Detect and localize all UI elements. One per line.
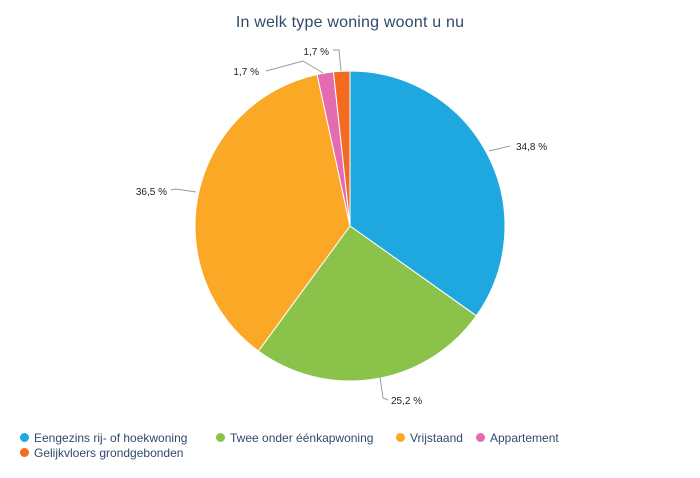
pie-slices — [194, 70, 506, 382]
pie-slice-vrijstaand[interactable] — [194, 73, 351, 352]
pie-slice-twee-onder-een-kap[interactable] — [257, 225, 478, 382]
legend-marker — [20, 448, 29, 457]
chart-legend: Eengezins rij- of hoekwoning Twee onder … — [20, 430, 680, 460]
leader-line-eengezins — [488, 145, 511, 152]
data-label-twee-onder-een-kap: 25,2 % — [391, 396, 422, 407]
pie-slice-eengezins[interactable] — [349, 70, 506, 317]
pie-slice-gelijkvloers[interactable] — [332, 70, 351, 227]
legend-item-vrijstaand[interactable]: Vrijstaand — [396, 431, 476, 445]
leader-line-vrijstaand — [170, 188, 197, 193]
legend-row-1: Eengezins rij- of hoekwoning Twee onder … — [20, 430, 680, 445]
legend-row-2: Gelijkvloers grondgebonden — [20, 445, 680, 460]
legend-label: Vrijstaand — [410, 430, 463, 445]
data-label-gelijkvloers: 1,7 % — [303, 47, 329, 58]
legend-marker — [216, 433, 225, 442]
data-label-eengezins: 34,8 % — [516, 142, 547, 153]
legend-item-appartement[interactable]: Appartement — [476, 431, 596, 445]
legend-label: Eengezins rij- of hoekwoning — [34, 430, 188, 445]
data-label-appartement: 1,7 % — [233, 67, 259, 78]
legend-label: Gelijkvloers grondgebonden — [34, 445, 184, 460]
pie-data-labels: 34,8 % 25,2 % 36,5 % 1,7 % 1,7 % — [136, 47, 547, 407]
legend-item-twee-onder-een-kap[interactable]: Twee onder éénkapwoning — [216, 431, 396, 445]
leader-line-gelijkvloers — [333, 49, 342, 72]
legend-marker — [396, 433, 405, 442]
legend-label: Appartement — [490, 430, 559, 445]
leader-line-twee-onder-een-kap — [379, 376, 389, 401]
legend-label: Twee onder éénkapwoning — [230, 430, 374, 445]
data-label-vrijstaand: 36,5 % — [136, 187, 167, 198]
leader-line-appartement — [265, 60, 324, 74]
chart-title: In welk type woning woont u nu — [235, 14, 465, 31]
legend-item-eengezins[interactable]: Eengezins rij- of hoekwoning — [20, 431, 216, 445]
legend-marker — [20, 433, 29, 442]
legend-marker — [476, 433, 485, 442]
legend-item-gelijkvloers[interactable]: Gelijkvloers grondgebonden — [20, 446, 183, 460]
